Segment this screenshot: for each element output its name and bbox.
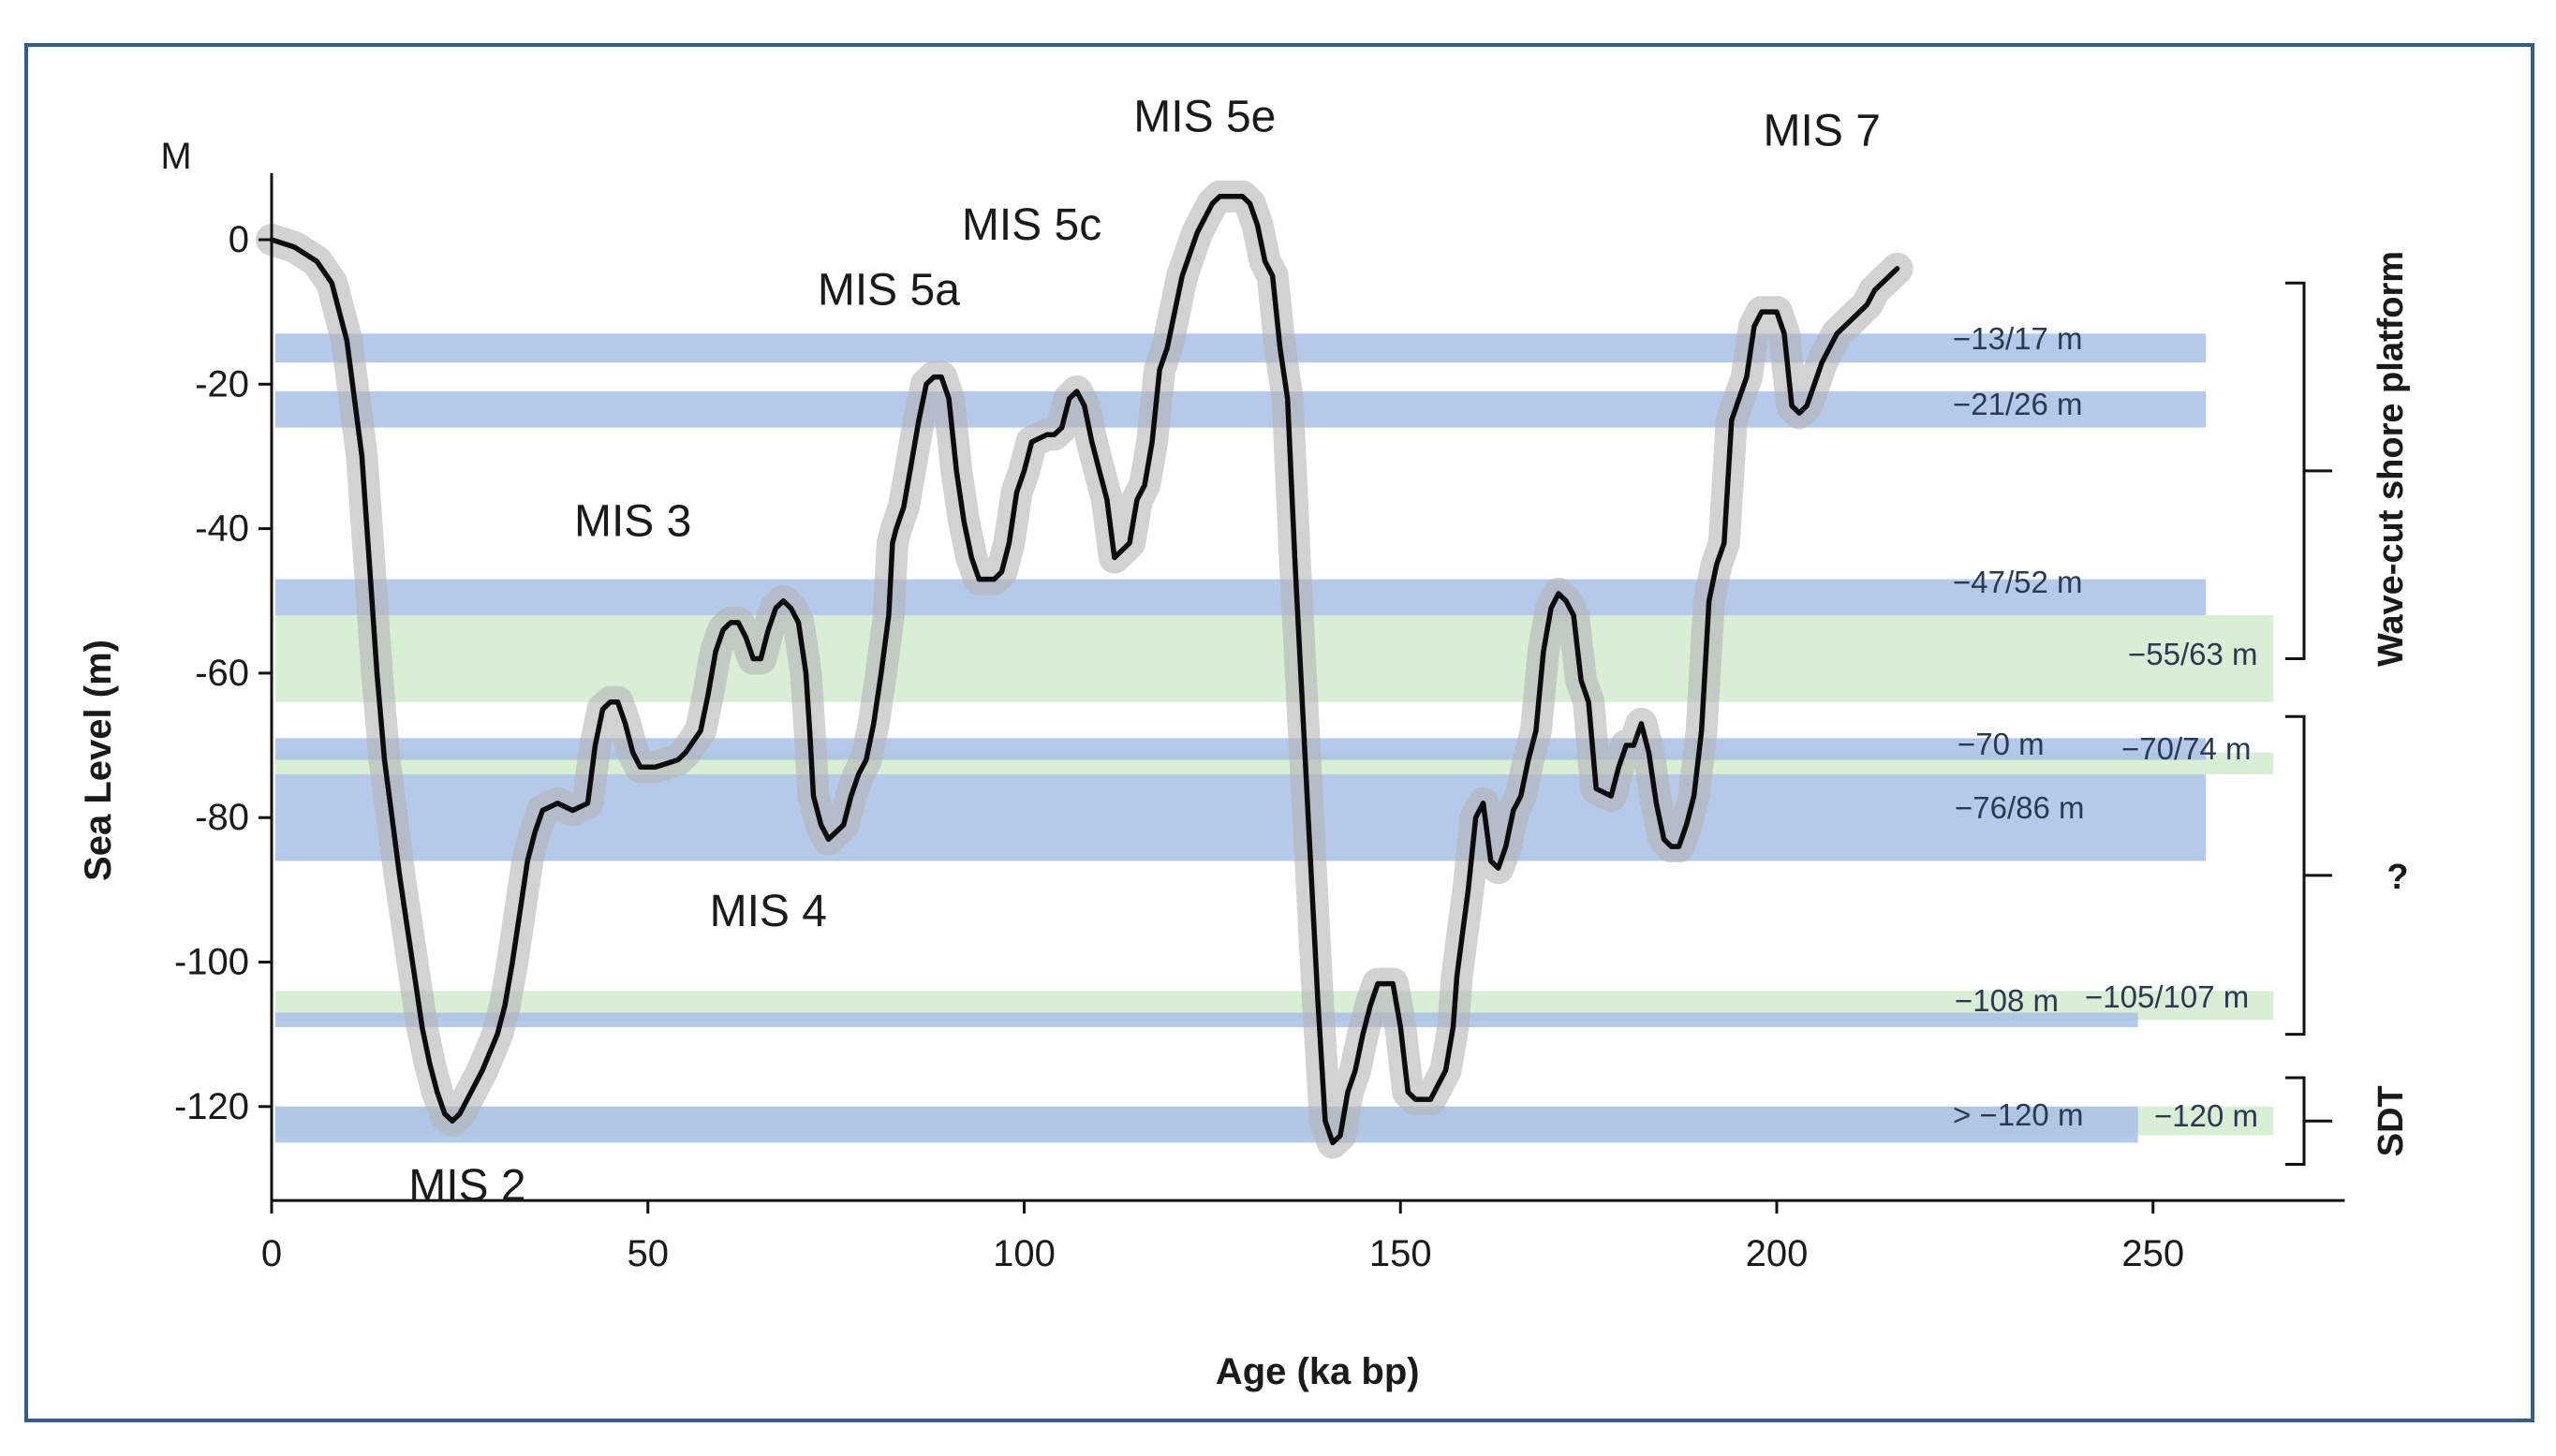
band-label: −47/52 m (1953, 565, 2083, 599)
x-tick-label: 0 (261, 1233, 282, 1274)
mis-annotation: MIS 3 (574, 496, 691, 546)
band-rect (275, 333, 2206, 363)
y-tick-label: -80 (195, 797, 249, 838)
mis-annotation: MIS 5e (1133, 92, 1276, 141)
bracket-label: Wave-cut shore platform (2371, 251, 2411, 667)
bracket-label: SDT (2371, 1085, 2411, 1156)
bracket (2285, 714, 2332, 1037)
y-tick-label: -60 (195, 653, 249, 694)
x-tick-label: 250 (2121, 1233, 2184, 1274)
band-label: −21/26 m (1953, 387, 2083, 421)
y-tick-label: 0 (229, 219, 249, 260)
mis-annotation: MIS 5c (962, 200, 1101, 250)
mis-annotation: MIS 5a (818, 265, 960, 315)
y-axis-title: Sea Level (m) (78, 640, 119, 881)
band-rect (275, 1012, 2138, 1027)
bracket-label: ? (2386, 858, 2408, 897)
labels-layer: −13/17 m −21/26 m −47/52 m −55/63 m −70 m −70… (408, 92, 2411, 1211)
band-label: −108 m (1955, 983, 2059, 1018)
band-rect (275, 738, 2206, 760)
bracket (2285, 281, 2332, 660)
band-rect (275, 391, 2206, 428)
band-label: −55/63 m (2128, 637, 2258, 671)
band-rect (275, 615, 2274, 702)
mis-annotation: MIS 2 (408, 1161, 525, 1211)
band-label: > −120 m (1953, 1097, 2083, 1132)
band-label: −120 m (2154, 1098, 2258, 1133)
y-tick-label: -40 (195, 508, 249, 550)
band-label: −70/74 m (2121, 731, 2252, 766)
x-tick-label: 150 (1369, 1233, 1432, 1274)
x-tick-label: 200 (1746, 1233, 1809, 1274)
curve-layer (256, 180, 1913, 1159)
band-label: −105/107 m (2085, 979, 2249, 1014)
y-tick-label: -120 (174, 1086, 249, 1127)
band-label: −76/86 m (1955, 790, 2085, 825)
band-label: −13/17 m (1953, 321, 2083, 356)
x-axis-title: Age (ka bp) (1216, 1351, 1420, 1392)
band-rect (275, 579, 2206, 616)
mis-annotation: MIS 7 (1764, 107, 1881, 156)
x-tick-label: 50 (628, 1233, 670, 1274)
figure-frame (24, 43, 2534, 1422)
axes-layer: 0 -20 -40 -60 -80 -100 -120 0 50 100 150 200 250 Age … (78, 136, 2345, 1392)
mis-annotation: MIS 4 (710, 887, 827, 936)
y-tick-label: -20 (195, 363, 249, 404)
bracket (2285, 1076, 2332, 1167)
sea-level-curve (269, 193, 1900, 1146)
y-unit-label: M (160, 136, 191, 177)
band-label: −70 m (1958, 727, 2045, 761)
band-rect (275, 1106, 2138, 1143)
y-tick-label: -100 (174, 942, 249, 983)
x-tick-label: 100 (993, 1233, 1056, 1274)
